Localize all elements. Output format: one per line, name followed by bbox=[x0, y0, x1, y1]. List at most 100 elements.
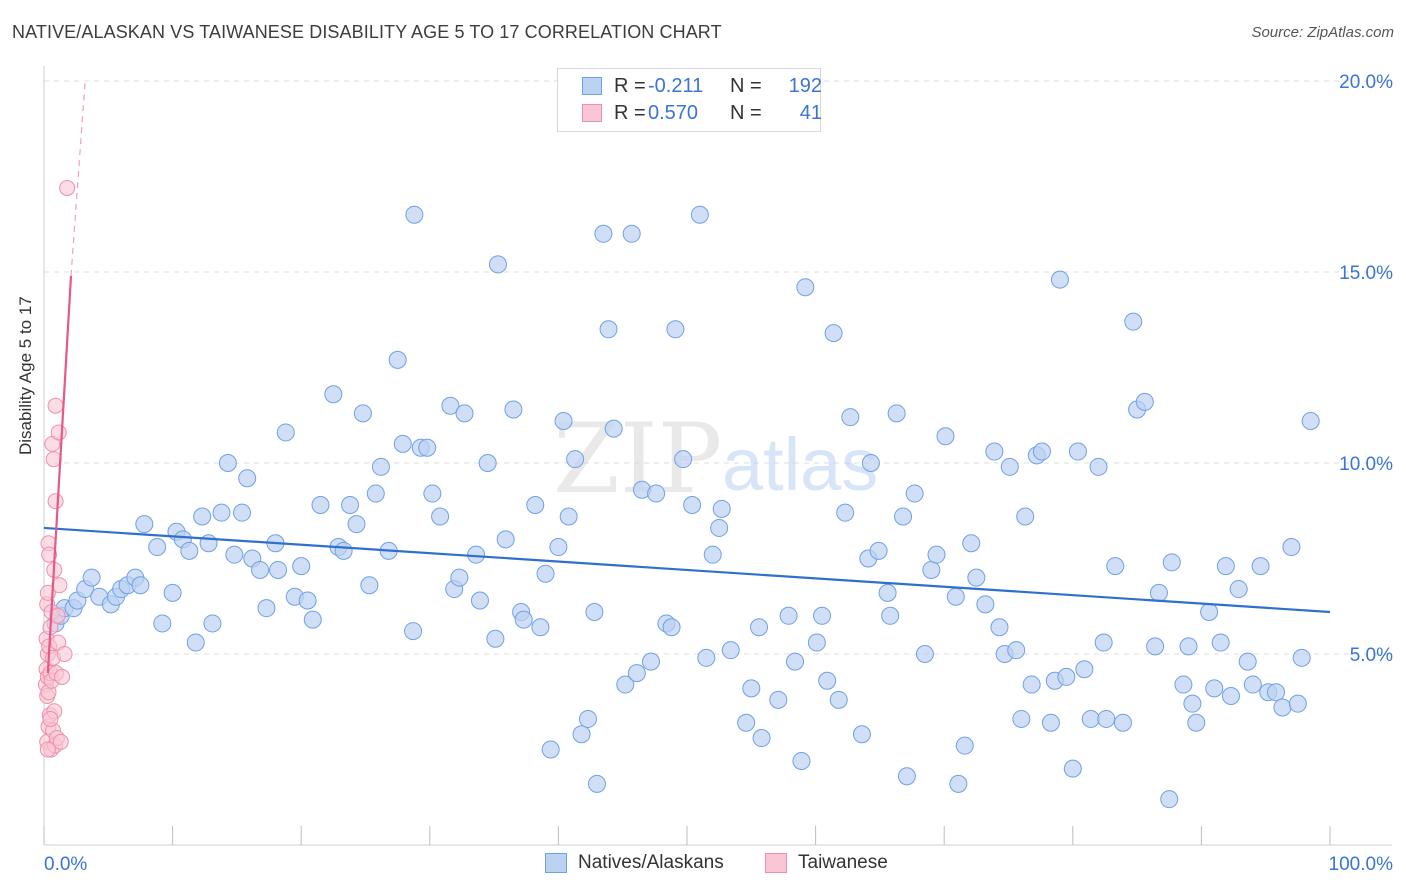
data-point-natives bbox=[423, 484, 442, 503]
data-point-natives bbox=[1221, 687, 1240, 706]
data-point-natives bbox=[946, 587, 965, 606]
data-point-taiwanese bbox=[42, 710, 59, 727]
data-point-taiwanese bbox=[39, 741, 56, 758]
data-point-natives bbox=[1057, 667, 1076, 686]
data-point-natives bbox=[662, 618, 681, 637]
data-point-natives bbox=[225, 545, 244, 564]
data-point-natives bbox=[1012, 709, 1031, 728]
legend-r-label: R = bbox=[614, 75, 646, 97]
data-point-natives bbox=[1097, 709, 1116, 728]
data-point-natives bbox=[257, 599, 276, 618]
data-point-natives bbox=[936, 427, 955, 446]
data-point-natives bbox=[887, 404, 906, 423]
data-point-natives bbox=[881, 606, 900, 625]
data-point-natives bbox=[1068, 442, 1087, 461]
data-point-natives bbox=[829, 690, 848, 709]
data-point-natives bbox=[163, 583, 182, 602]
data-point-natives bbox=[1146, 637, 1165, 656]
data-point-natives bbox=[1032, 442, 1051, 461]
data-point-natives bbox=[347, 515, 366, 534]
data-point-natives bbox=[366, 484, 385, 503]
data-point-natives bbox=[779, 606, 798, 625]
data-point-natives bbox=[683, 496, 702, 515]
data-point-natives bbox=[82, 568, 101, 587]
watermark: ZIP atlas bbox=[553, 403, 878, 515]
data-point-natives bbox=[193, 507, 212, 526]
data-point-natives bbox=[1211, 633, 1230, 652]
data-point-natives bbox=[131, 576, 150, 595]
legend-n-value-taiwanese: 41 bbox=[799, 102, 822, 124]
data-point-natives bbox=[1160, 790, 1179, 809]
data-point-natives bbox=[298, 591, 317, 610]
data-point-natives bbox=[486, 629, 505, 648]
data-point-natives bbox=[1089, 457, 1108, 476]
data-point-natives bbox=[1081, 709, 1100, 728]
data-point-natives bbox=[752, 729, 771, 748]
data-point-natives bbox=[990, 618, 1009, 637]
legend-swatch-natives bbox=[582, 77, 602, 95]
data-point-natives bbox=[541, 740, 560, 759]
data-point-natives bbox=[360, 576, 379, 595]
data-point-taiwanese bbox=[47, 397, 64, 414]
y-tick-label: 5.0% bbox=[1350, 645, 1393, 666]
data-point-natives bbox=[647, 484, 666, 503]
data-point-natives bbox=[922, 560, 941, 579]
data-point-natives bbox=[233, 503, 252, 522]
data-point-natives bbox=[311, 496, 330, 515]
data-point-natives bbox=[690, 205, 709, 224]
data-point-natives bbox=[792, 751, 811, 770]
legend-label-natives: Natives/Alaskans bbox=[578, 852, 724, 873]
data-point-natives bbox=[578, 709, 597, 728]
data-point-natives bbox=[496, 530, 515, 549]
legend-r-value-taiwanese: 0.570 bbox=[648, 102, 699, 124]
y-tick-label: 15.0% bbox=[1339, 263, 1393, 284]
gridlines bbox=[44, 80, 1392, 655]
data-point-natives bbox=[976, 595, 995, 614]
data-point-natives bbox=[824, 324, 843, 343]
trend-extension-taiwanese bbox=[70, 80, 86, 276]
data-point-natives bbox=[478, 454, 497, 472]
y-tick-label: 10.0% bbox=[1339, 454, 1393, 475]
data-point-natives bbox=[431, 507, 450, 526]
data-point-natives bbox=[641, 652, 660, 671]
data-point-natives bbox=[1251, 557, 1270, 576]
data-point-natives bbox=[404, 622, 423, 641]
data-point-natives bbox=[1149, 583, 1168, 602]
data-point-natives bbox=[786, 652, 805, 671]
trend-lines bbox=[43, 80, 1331, 674]
x-tick-label: 100.0% bbox=[1329, 854, 1394, 875]
data-point-natives bbox=[1075, 660, 1094, 679]
data-point-natives bbox=[967, 568, 986, 587]
data-point-natives bbox=[450, 568, 469, 587]
data-point-natives bbox=[536, 564, 555, 583]
data-point-natives bbox=[897, 767, 916, 786]
data-point-natives bbox=[1041, 713, 1060, 732]
data-point-natives bbox=[1243, 675, 1262, 694]
data-point-natives bbox=[554, 411, 573, 430]
data-point-natives bbox=[1094, 633, 1113, 652]
data-point-natives bbox=[572, 725, 591, 744]
data-point-natives bbox=[135, 515, 154, 534]
legend-swatch-taiwanese bbox=[582, 104, 602, 122]
data-point-taiwanese bbox=[45, 451, 62, 468]
trend-line-natives bbox=[43, 526, 1331, 614]
data-point-natives bbox=[769, 690, 788, 709]
data-point-natives bbox=[818, 671, 837, 690]
legend-label-taiwanese: Taiwanese bbox=[798, 852, 888, 873]
data-point-natives bbox=[470, 591, 489, 610]
data-point-natives bbox=[712, 499, 731, 518]
data-point-natives bbox=[1007, 641, 1026, 660]
watermark-atlas: atlas bbox=[722, 423, 878, 506]
data-point-natives bbox=[514, 610, 533, 629]
data-point-taiwanese bbox=[52, 733, 69, 750]
data-point-natives bbox=[504, 400, 523, 419]
data-point-natives bbox=[878, 583, 897, 602]
data-point-natives bbox=[180, 541, 199, 560]
data-point-natives bbox=[622, 224, 641, 243]
data-point-natives bbox=[388, 350, 407, 369]
data-point-natives bbox=[405, 205, 424, 224]
data-point-natives bbox=[549, 538, 568, 557]
data-point-natives bbox=[1000, 457, 1019, 476]
data-point-natives bbox=[587, 774, 606, 793]
data-point-natives bbox=[467, 545, 486, 564]
